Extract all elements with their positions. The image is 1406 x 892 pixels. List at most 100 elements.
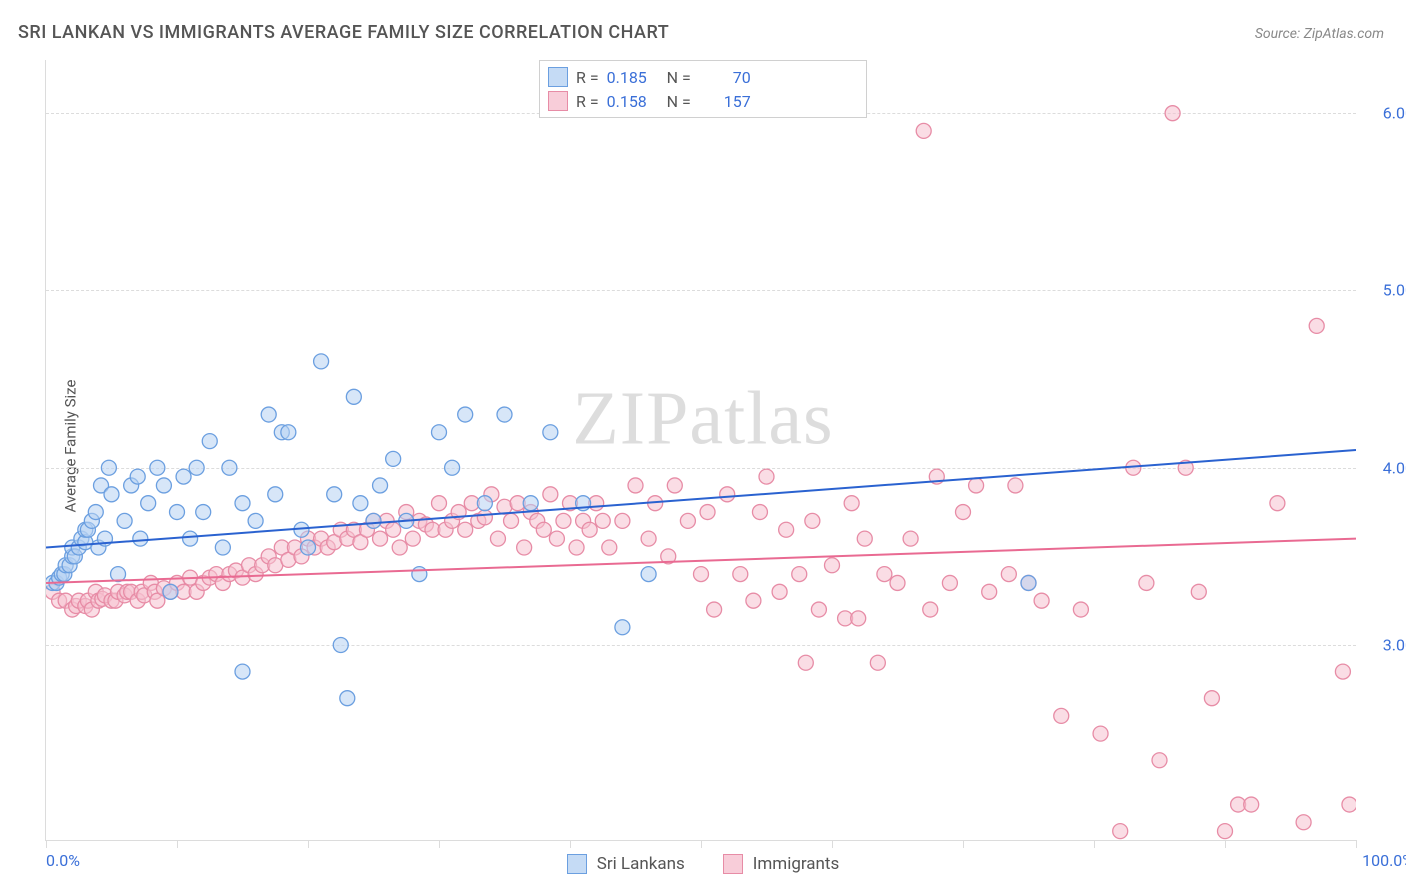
scatter-point [942,575,957,590]
scatter-point [628,478,643,493]
scatter-point [916,123,931,138]
y-tick-label: 6.00 [1383,104,1406,123]
scatter-point [189,460,204,475]
x-tick [439,840,440,848]
scatter-point [346,389,361,404]
swatch-blue-icon [548,67,568,87]
x-tick [1094,840,1095,848]
scatter-point [641,567,656,582]
scatter-point [857,531,872,546]
scatter-point [1139,575,1154,590]
scatter-point [969,478,984,493]
scatter-point [1342,797,1356,812]
scatter-point [215,540,230,555]
scatter-point [333,638,348,653]
scatter-point [1001,567,1016,582]
scatter-point [1191,584,1206,599]
scatter-point [1093,726,1108,741]
scatter-point [1244,797,1259,812]
scatter-point [477,496,492,511]
scatter-point [386,522,401,537]
scatter-point [779,522,794,537]
scatter-point [1335,664,1350,679]
legend-label: Immigrants [753,854,840,874]
scatter-point [1309,318,1324,333]
scatter-point [700,505,715,520]
scatter-point [798,655,813,670]
scatter-point [504,513,519,528]
scatter-point [235,496,250,511]
legend-item-series2: Immigrants [723,854,840,874]
scatter-point [477,510,492,525]
r-label: R = [576,68,599,87]
scatter-point [202,434,217,449]
n-value: 157 [699,92,751,111]
scatter-point [1165,106,1180,121]
scatter-point [1113,824,1128,839]
scatter-point [1296,815,1311,830]
scatter-point [752,505,767,520]
scatter-point [248,513,263,528]
scatter-point [340,691,355,706]
scatter-point [582,522,597,537]
scatter-point [104,487,119,502]
legend-row-series1: R = 0.185 N = 70 [548,65,858,89]
scatter-point [1054,708,1069,723]
source-label: Source: ZipAtlas.com [1255,26,1384,42]
scatter-point [222,460,237,475]
scatter-point [694,567,709,582]
scatter-point [602,540,617,555]
y-tick-label: 3.00 [1383,636,1406,655]
scatter-point [1034,593,1049,608]
scatter-point [641,531,656,546]
scatter-point [458,407,473,422]
scatter-point [595,513,610,528]
n-label: N = [667,68,691,87]
scatter-point [183,531,198,546]
swatch-blue-icon [567,854,587,874]
scatter-point [667,478,682,493]
legend-label: Sri Lankans [597,854,685,874]
scatter-point [733,567,748,582]
scatter-point [1152,753,1167,768]
scatter-point [1073,602,1088,617]
scatter-point [890,575,905,590]
scatter-point [366,513,381,528]
scatter-point [386,451,401,466]
swatch-pink-icon [723,854,743,874]
scatter-point [490,531,505,546]
scatter-point [825,558,840,573]
x-tick [963,840,964,848]
scatter-point [556,513,571,528]
scatter-point [176,469,191,484]
scatter-point [805,513,820,528]
r-label: R = [576,92,599,111]
r-value: 0.158 [607,92,659,111]
scatter-point [523,496,538,511]
legend-item-series1: Sri Lankans [567,854,685,874]
scatter-point [903,531,918,546]
scatter-point [301,540,316,555]
scatter-point [746,593,761,608]
scatter-point [458,522,473,537]
scatter-point [130,469,145,484]
scatter-point [707,602,722,617]
legend-row-series2: R = 0.158 N = 157 [548,89,858,113]
scatter-point [133,531,148,546]
scatter-point [432,496,447,511]
scatter-point [170,505,185,520]
scatter-point [497,407,512,422]
scatter-point [373,478,388,493]
n-label: N = [667,92,691,111]
r-value: 0.185 [607,68,659,87]
x-tick [308,840,309,848]
scatter-point [811,602,826,617]
x-tick [177,840,178,848]
y-tick-label: 5.00 [1383,281,1406,300]
scatter-point [117,513,132,528]
x-tick [832,840,833,848]
x-tick [1356,840,1357,848]
scatter-point [615,513,630,528]
scatter-point [844,496,859,511]
scatter-point [1021,575,1036,590]
